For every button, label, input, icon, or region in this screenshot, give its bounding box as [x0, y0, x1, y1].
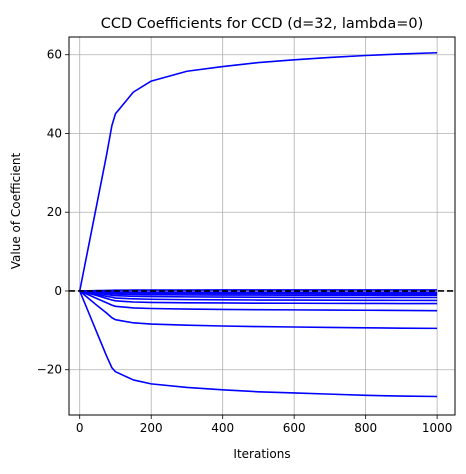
- y-axis-label: Value of Coefficient: [9, 152, 23, 269]
- y-axis-ticks: −20 0 20 40 60: [37, 48, 69, 377]
- series-line: [79, 290, 438, 299]
- series-line: [79, 290, 438, 305]
- y-tick-label: 0: [54, 284, 62, 298]
- series-line: [79, 290, 438, 312]
- x-tick-label: 1000: [422, 421, 453, 435]
- x-tick-label: 800: [354, 421, 377, 435]
- y-tick-label: 20: [47, 205, 62, 219]
- series-line: [79, 290, 438, 302]
- x-axis-label: Iterations: [233, 447, 290, 461]
- chart-title: CCD Coefficients for CCD (d=32, lambda=0…: [101, 16, 424, 32]
- series-line: [78, 290, 438, 398]
- x-tick-label: 0: [76, 421, 84, 435]
- series-line: [78, 51, 438, 292]
- x-axis-ticks: 0 200 400 600 800 1000: [76, 415, 453, 435]
- y-tick-label: −20: [37, 363, 62, 377]
- series-lines: [78, 51, 438, 398]
- series-line: [79, 290, 438, 330]
- grid: [69, 37, 455, 415]
- x-tick-label: 200: [140, 421, 163, 435]
- y-tick-label: 60: [47, 48, 62, 62]
- x-tick-label: 400: [211, 421, 234, 435]
- y-tick-label: 40: [47, 126, 62, 140]
- plot-frame: [68, 36, 456, 416]
- series-line: [79, 290, 438, 294]
- series-line: [79, 289, 438, 292]
- x-tick-label: 600: [283, 421, 306, 435]
